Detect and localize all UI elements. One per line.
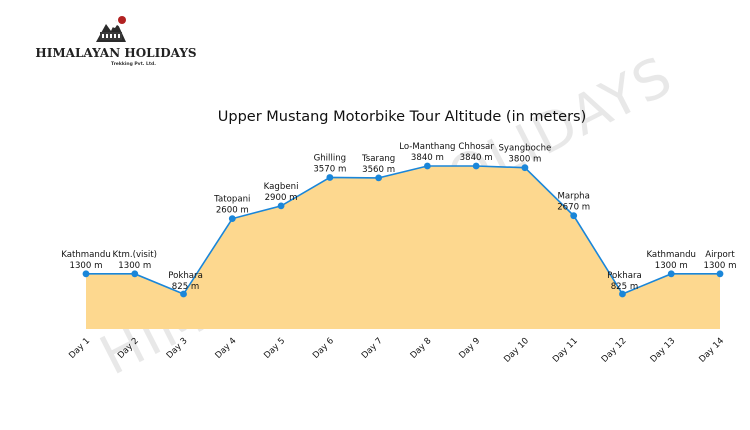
- x-tick-label: Day 5: [262, 336, 287, 361]
- point-value-label: 1300 m: [655, 261, 688, 271]
- data-point: [423, 162, 431, 170]
- point-value-label: 1300 m: [704, 261, 737, 271]
- point-place-label: Kathmandu: [646, 250, 696, 260]
- x-tick-label: Day 11: [551, 336, 580, 365]
- x-tick-label: Day 1: [67, 336, 92, 361]
- point-place-label: Tsarang: [361, 154, 395, 164]
- data-point: [375, 174, 383, 182]
- plot-area: [82, 162, 724, 329]
- brand-logo: HIMALAYAN HOLIDAYS Trekking Pvt. Ltd.: [35, 16, 197, 67]
- x-tick-label: Day 14: [697, 336, 726, 365]
- point-place-label: Ktm.(visit): [113, 250, 158, 260]
- point-place-label: Kagbeni: [264, 182, 299, 192]
- point-value-label: 825 m: [172, 282, 200, 292]
- x-tick-label: Day 12: [600, 336, 629, 365]
- data-point: [667, 270, 675, 278]
- point-place-label: Pokhara: [168, 271, 203, 281]
- data-point: [277, 202, 285, 210]
- x-tick-label: Day 7: [360, 336, 385, 361]
- altitude-area: [86, 166, 720, 329]
- x-tick-label: Day 9: [457, 336, 482, 361]
- point-place-label: Airport: [705, 250, 735, 260]
- data-point: [82, 270, 90, 278]
- point-value-label: 1300 m: [70, 261, 103, 271]
- point-place-label: Lo-Manthang: [399, 142, 455, 152]
- data-point: [619, 290, 626, 298]
- point-value-label: 3840 m: [411, 153, 444, 163]
- data-point: [131, 270, 139, 278]
- point-place-label: Syangboche: [498, 144, 551, 154]
- data-point: [326, 174, 334, 181]
- point-value-label: 3570 m: [313, 164, 346, 174]
- point-place-label: Ghilling: [314, 153, 347, 163]
- point-value-label: 1300 m: [118, 261, 151, 271]
- mountain-logo-icon: [96, 16, 126, 42]
- x-tick-label: Day 10: [502, 336, 531, 365]
- data-point: [570, 212, 578, 220]
- point-value-label: 3840 m: [460, 153, 493, 163]
- point-place-label: Chhosar: [458, 142, 494, 152]
- point-place-label: Tatopani: [213, 195, 250, 205]
- data-point: [472, 162, 480, 170]
- point-place-label: Kathmandu: [61, 250, 111, 260]
- data-point: [521, 164, 529, 172]
- point-place-label: Pokhara: [607, 271, 642, 281]
- chart-title: Upper Mustang Motorbike Tour Altitude (i…: [218, 109, 587, 125]
- data-point: [716, 270, 724, 278]
- x-tick-label: Day 8: [409, 336, 434, 361]
- point-value-label: 2600 m: [216, 206, 249, 216]
- point-value-label: 825 m: [611, 282, 639, 292]
- x-tick-label: Day 6: [311, 336, 336, 361]
- data-point: [228, 215, 236, 223]
- x-tick-label: Day 13: [649, 336, 678, 365]
- point-value-label: 3800 m: [508, 155, 541, 165]
- point-value-label: 3560 m: [362, 165, 395, 175]
- point-place-label: Marpha: [557, 192, 589, 202]
- data-point: [180, 290, 187, 298]
- point-value-label: 2900 m: [265, 193, 298, 203]
- x-tick-label: Day 4: [214, 336, 239, 361]
- logo-wordmark: HIMALAYAN HOLIDAYS: [35, 46, 196, 60]
- logo-subtext: Trekking Pvt. Ltd.: [111, 61, 156, 67]
- altitude-line: [86, 165, 720, 295]
- point-value-label: 2670 m: [557, 203, 590, 213]
